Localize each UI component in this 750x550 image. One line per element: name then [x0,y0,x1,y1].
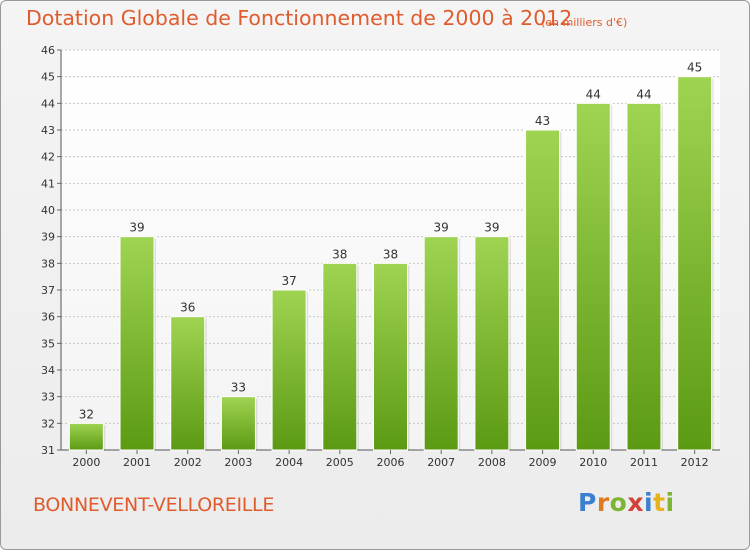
x-tick-label: 2007 [427,456,455,469]
data-label: 39 [434,221,449,235]
data-label: 36 [180,301,195,315]
data-label: 39 [484,221,499,235]
data-label: 33 [231,381,246,395]
data-label: 32 [79,407,94,421]
x-tick-label: 2010 [579,456,607,469]
y-tick-label: 37 [41,284,55,297]
y-tick-label: 38 [41,257,55,270]
bar [119,236,155,451]
x-tick-label: 2004 [275,456,303,469]
bar [68,422,104,451]
logo-letter: o [609,488,628,517]
data-label: 38 [383,247,398,261]
y-tick-label: 41 [41,177,55,190]
y-tick-label: 39 [41,231,55,244]
logo-letter: x [627,488,644,517]
chart-unit: (en milliers d'€) [541,16,628,29]
x-tick-label: 2005 [326,456,354,469]
bar [220,396,256,451]
data-label: 44 [586,87,601,101]
logo-letter: i [644,488,654,517]
x-tick-label: 2002 [174,456,202,469]
y-tick-label: 45 [41,71,55,84]
data-label: 37 [281,274,296,288]
bar [474,236,510,451]
x-tick-label: 2012 [681,456,709,469]
x-tick-label: 2003 [224,456,252,469]
y-tick-label: 43 [41,124,55,137]
logo-letter: i [665,488,675,517]
x-tick-label: 2011 [630,456,658,469]
y-tick-label: 44 [41,97,55,110]
data-label: 43 [535,114,550,128]
data-label: 45 [687,61,702,75]
bar [170,316,206,451]
y-tick-label: 33 [41,391,55,404]
bar [626,102,662,451]
commune-name: BONNEVENT-VELLOREILLE [33,494,275,516]
x-tick-label: 2006 [377,456,405,469]
bar [322,262,358,451]
y-tick-label: 36 [41,311,55,324]
y-tick-label: 40 [41,204,55,217]
logo-letter: P [578,488,597,517]
bar [677,76,713,451]
x-tick-label: 2001 [123,456,151,469]
y-tick-label: 46 [41,44,55,57]
data-label: 44 [636,87,651,101]
data-label: 39 [129,221,144,235]
y-tick-label: 34 [41,364,55,377]
y-tick-label: 32 [41,417,55,430]
y-tick-label: 42 [41,151,55,164]
logo-letter: r [596,488,610,517]
x-tick-label: 2009 [529,456,557,469]
x-tick-label: 2008 [478,456,506,469]
data-label: 38 [332,247,347,261]
proxiti-logo: Proxiti [578,488,675,517]
bar [423,236,459,451]
bar [575,102,611,451]
x-tick-label: 2000 [72,456,100,469]
y-tick-label: 31 [41,444,55,457]
chart-title: Dotation Globale de Fonctionnement de 20… [26,6,573,30]
bar [271,289,307,451]
bar [373,262,408,451]
y-tick-label: 35 [41,337,55,350]
bar [525,129,561,451]
logo-letter: t [653,488,666,517]
